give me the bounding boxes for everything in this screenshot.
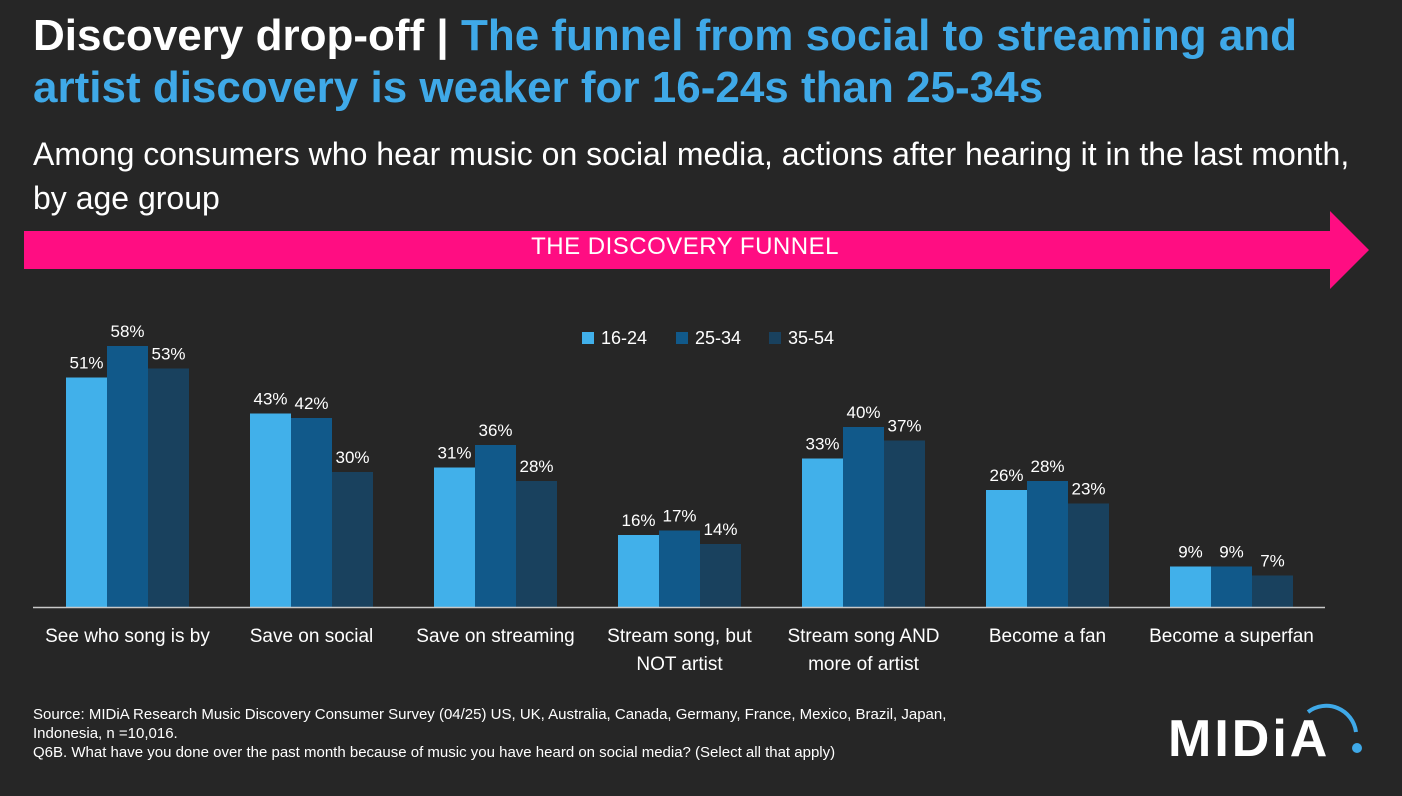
bar-16-24-3 (618, 535, 659, 607)
bar-25-34-0 (107, 346, 148, 607)
bar-35-54-3 (700, 544, 741, 607)
legend-swatch (582, 332, 594, 344)
bar-25-34-6 (1211, 566, 1252, 607)
data-label: 7% (1260, 552, 1285, 571)
bar-35-54-5 (1068, 503, 1109, 607)
legend-swatch (676, 332, 688, 344)
data-label: 14% (703, 520, 737, 539)
bar-16-24-2 (434, 467, 475, 607)
data-label: 28% (519, 457, 553, 476)
category-label: Save on social (250, 626, 374, 647)
bar-16-24-4 (802, 458, 843, 607)
bar-25-34-4 (843, 427, 884, 607)
chart-subtitle: Among consumers who hear music on social… (33, 136, 1350, 216)
funnel-label: THE DISCOVERY FUNNEL (531, 233, 839, 260)
midia-logo-text: MIDiA (1168, 710, 1330, 766)
midia-logo: MIDiA (1168, 703, 1362, 766)
source-line-1: Source: MIDiA Research Music Discovery C… (33, 706, 947, 723)
data-label: 33% (805, 435, 839, 454)
data-label: 42% (294, 394, 328, 413)
headline-bold: Discovery drop-off (33, 11, 425, 60)
bar-25-34-2 (475, 445, 516, 607)
bar-25-34-5 (1027, 481, 1068, 607)
data-label: 51% (69, 354, 103, 373)
bar-16-24-1 (250, 413, 291, 607)
bar-35-54-4 (884, 440, 925, 607)
legend-label: 25-34 (695, 328, 741, 348)
category-label: Become a superfan (1149, 626, 1314, 647)
source-note: Source: MIDiA Research Music Discovery C… (33, 705, 1123, 762)
question-line: Q6B. What have you done over the past mo… (33, 744, 836, 761)
data-label: 28% (1030, 457, 1064, 476)
data-label: 16% (621, 511, 655, 530)
data-label: 58% (110, 322, 144, 341)
data-label: 40% (846, 403, 880, 422)
legend-label: 16-24 (601, 328, 647, 348)
data-label: 30% (335, 448, 369, 467)
bar-35-54-0 (148, 368, 189, 607)
category-label: NOT artist (636, 654, 723, 675)
data-label: 37% (887, 417, 921, 436)
headline-separator: | (424, 11, 461, 60)
headline-accent: The funnel from social to streaming and … (33, 11, 1298, 112)
headline: Discovery drop-off | The funnel from soc… (33, 10, 1373, 114)
data-label: 17% (662, 507, 696, 526)
bar-16-24-0 (66, 377, 107, 607)
category-label: See who song is by (45, 626, 210, 647)
bar-16-24-5 (986, 490, 1027, 607)
data-label: 36% (478, 421, 512, 440)
category-label: Stream song, but (607, 626, 752, 647)
data-label: 31% (437, 444, 471, 463)
bar-35-54-6 (1252, 575, 1293, 607)
logo-arc (1306, 703, 1358, 733)
logo-dot (1352, 743, 1362, 753)
legend-swatch (769, 332, 781, 344)
data-label: 9% (1219, 543, 1244, 562)
source-line-2: Indonesia, n =10,016. (33, 725, 178, 742)
bar-16-24-6 (1170, 566, 1211, 607)
data-label: 26% (989, 466, 1023, 485)
bar-chart: 51% 58% 53% See who song is by 43% 42% 30% Save… (33, 322, 1325, 675)
category-label: more of artist (808, 654, 920, 675)
bar-35-54-1 (332, 472, 373, 607)
bar-25-34-1 (291, 418, 332, 607)
legend-label: 35-54 (788, 328, 834, 348)
bar-35-54-2 (516, 481, 557, 607)
data-label: 23% (1071, 480, 1105, 499)
category-label: Save on streaming (416, 626, 574, 647)
category-label: Stream song AND (787, 626, 939, 647)
category-label: Become a fan (989, 626, 1106, 647)
data-label: 9% (1178, 543, 1203, 562)
data-label: 43% (253, 390, 287, 409)
bar-25-34-3 (659, 530, 700, 607)
data-label: 53% (151, 345, 185, 364)
